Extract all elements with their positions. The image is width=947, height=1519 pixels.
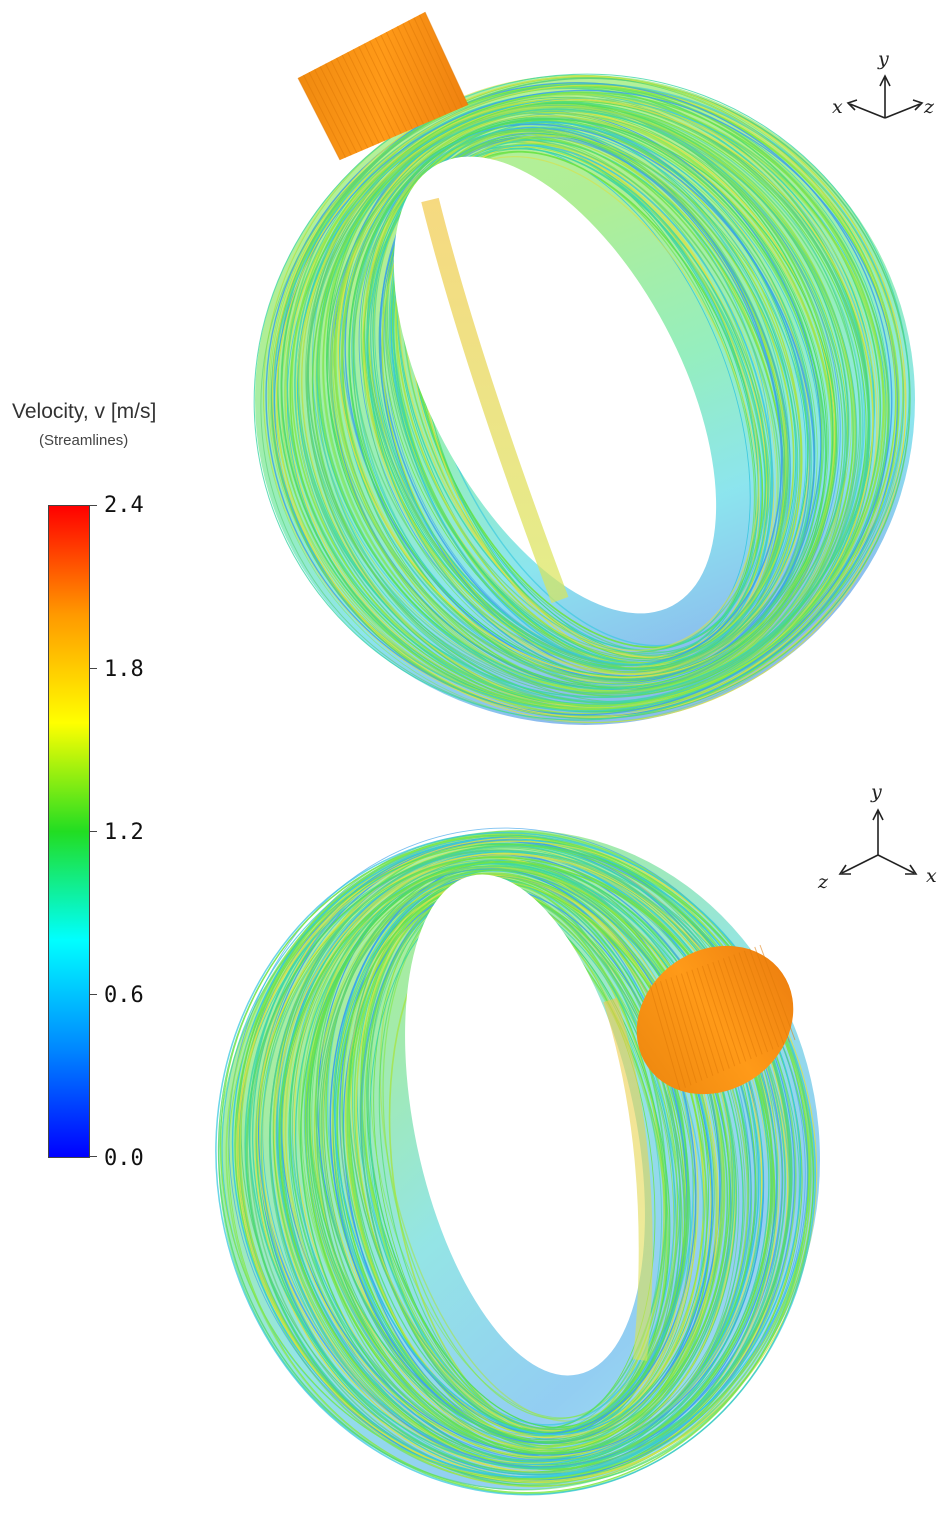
bottom-axis-left-label: z — [817, 871, 829, 893]
legend-subtitle: (Streamlines) — [39, 432, 129, 449]
colorbar-tick-label: 0.6 — [104, 983, 144, 1008]
colorbar — [48, 505, 90, 1158]
colorbar-tick-label: 1.2 — [104, 820, 144, 845]
top-axis-left-label: x — [832, 96, 843, 118]
colorbar-tick-label: 2.4 — [104, 493, 144, 518]
top-axis-right-label: z — [923, 96, 935, 118]
colorbar-tick-label: 0.0 — [104, 1146, 144, 1171]
legend-title: Velocity, v [m/s] — [12, 400, 157, 423]
bottom-inlet-nozzle — [636, 944, 796, 1095]
top-inlet-nozzle — [297, 11, 469, 161]
top-axis-triad — [846, 74, 924, 119]
top-axis-up-label: y — [877, 48, 889, 70]
top-ring-hole — [393, 156, 717, 614]
bottom-view — [215, 827, 820, 1496]
bottom-axis-up-label: y — [870, 781, 882, 803]
top-view — [253, 11, 915, 725]
bottom-axis-triad — [838, 808, 918, 875]
bottom-ring-hole — [405, 874, 645, 1376]
bottom-axis-right-label: x — [926, 865, 937, 887]
colorbar-tick-label: 1.8 — [104, 657, 144, 682]
